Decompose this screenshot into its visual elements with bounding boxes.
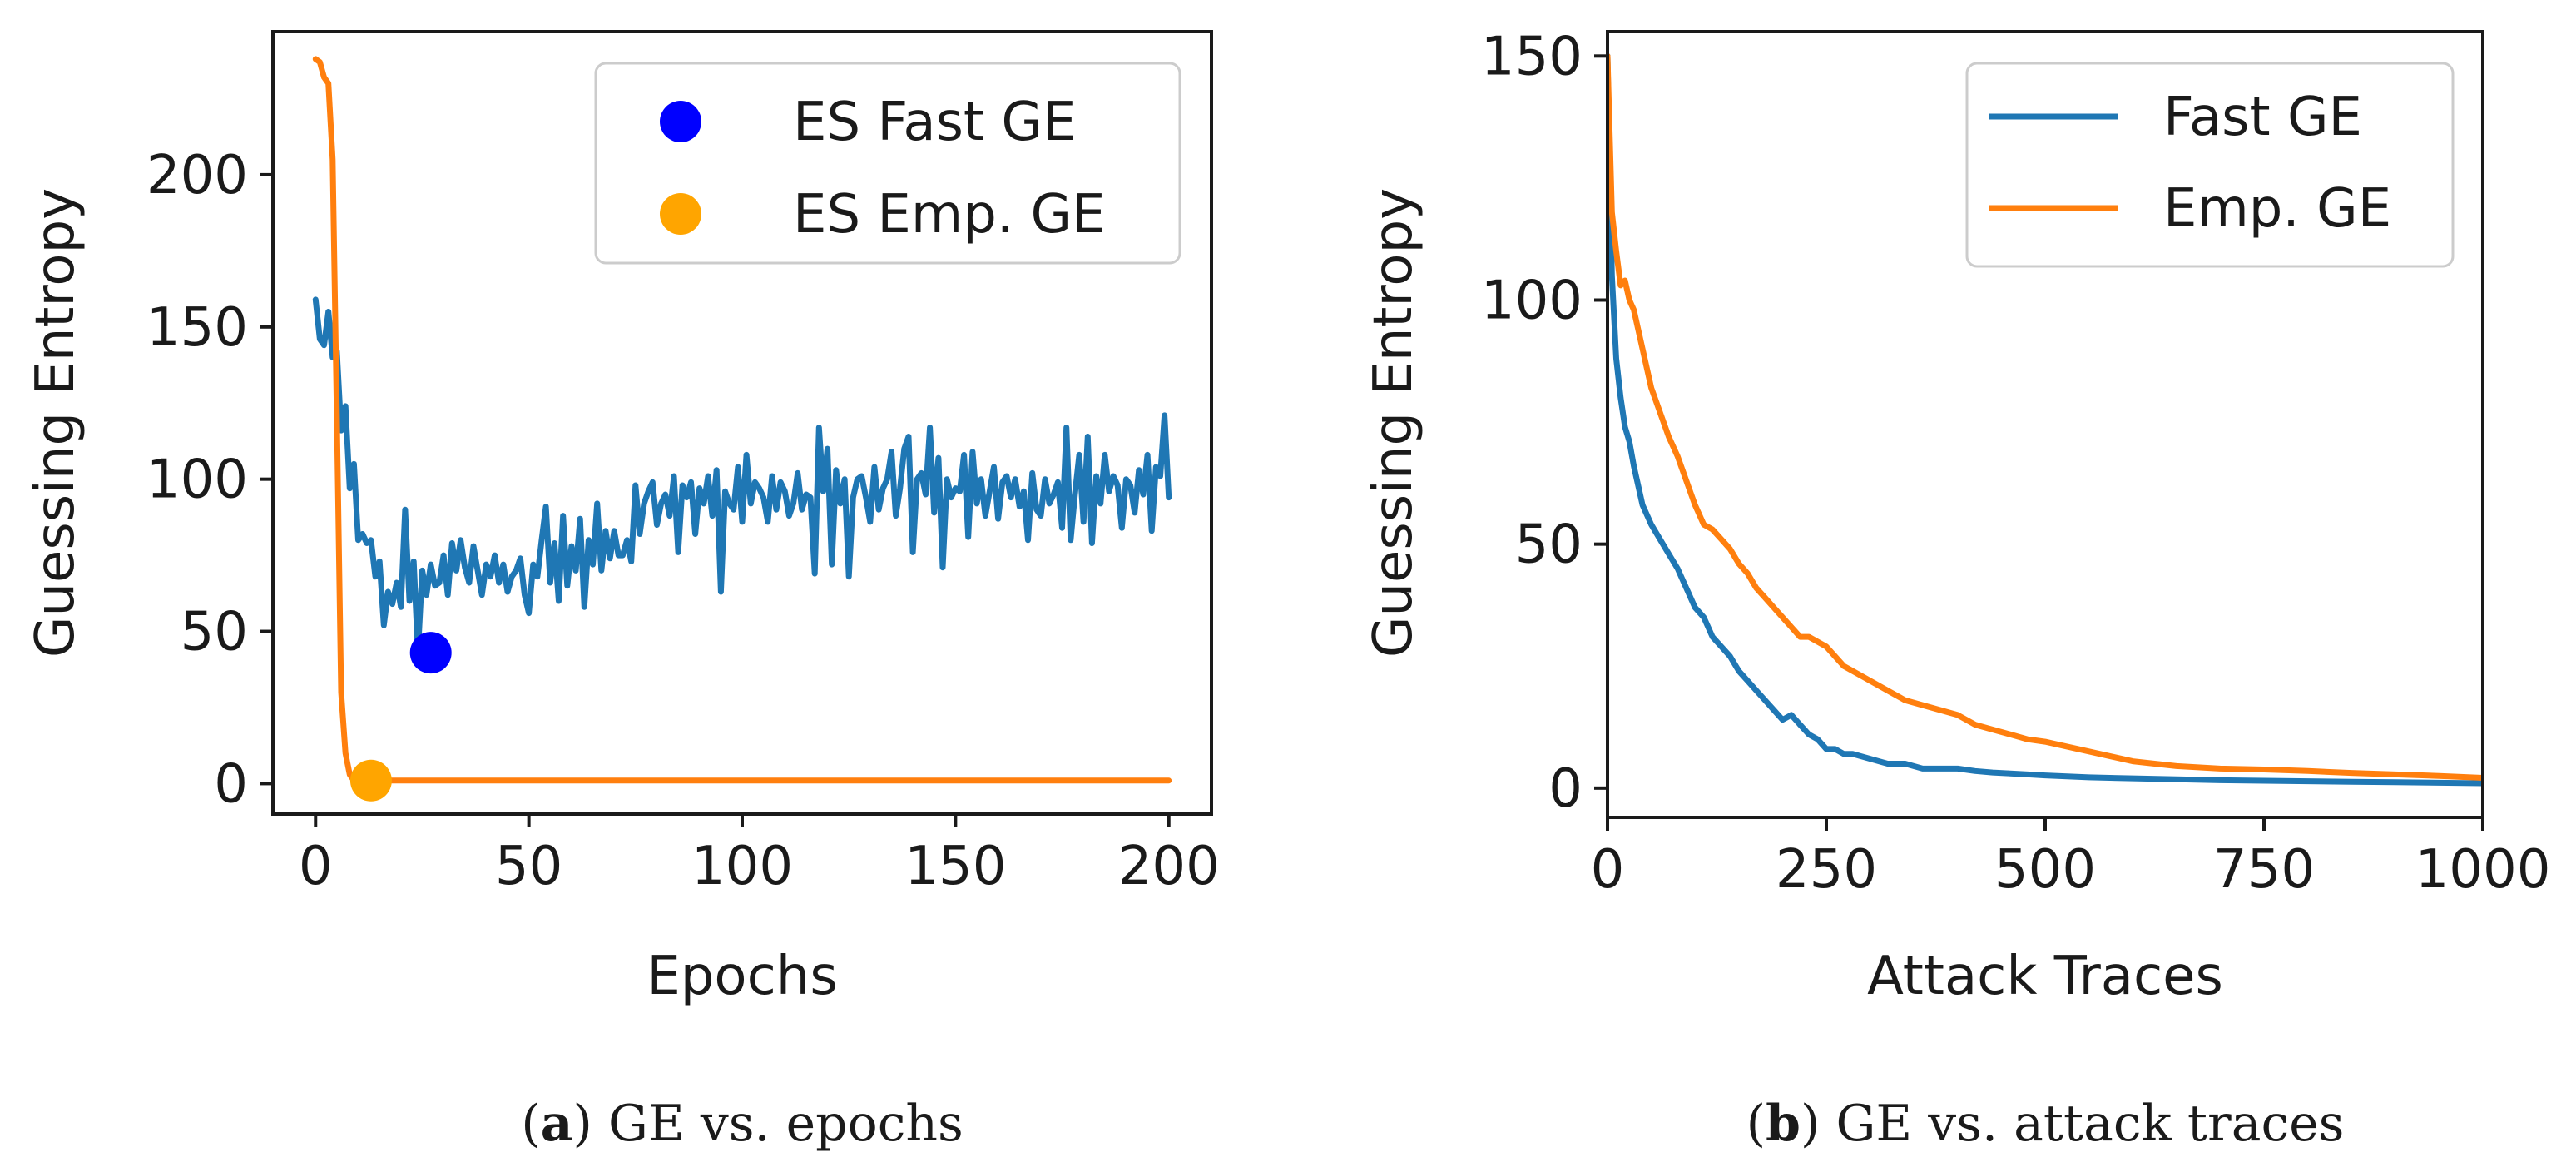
- panel-a-y-axis-label: Guessing Entropy: [25, 188, 87, 658]
- series-line-emp-ge: [1608, 52, 2483, 781]
- panel-b-x-axis-label: Attack Traces: [1867, 946, 2223, 1007]
- panel-a-series-layer: [312, 56, 1172, 784]
- panel-a-caption-open: (: [521, 1095, 540, 1153]
- panel-b-x-ticks: 0 250 500 750 1000: [1591, 817, 2551, 901]
- panel-a: 0 50 100 150 200 0 50 100 150 200 Epochs Guessin…: [25, 30, 1220, 1153]
- x-tick-label: 1000: [2415, 839, 2551, 901]
- panel-b-caption-open: (: [1746, 1095, 1766, 1153]
- series-line-fast-ge: [1608, 52, 2483, 787]
- panel-a-caption-tag: a: [541, 1095, 573, 1153]
- legend-label-emp-ge: Emp. GE: [2163, 178, 2391, 240]
- panel-b-legend: Fast GE Emp. GE: [1965, 62, 2455, 268]
- legend-marker-es-emp-ge: [660, 193, 701, 235]
- panel-b-series-layer: [1608, 52, 2483, 787]
- y-tick-label: 200: [146, 145, 248, 206]
- panel-a-x-ticks: 0 50 100 150 200: [299, 814, 1220, 897]
- panel-b-y-axis-label: Guessing Entropy: [1363, 188, 1424, 658]
- x-tick-label: 50: [495, 836, 562, 897]
- legend-label-es-fast-ge: ES Fast GE: [793, 92, 1076, 153]
- x-tick-label: 250: [1776, 839, 1877, 901]
- panel-b-y-ticks: 0 50 100 150: [1481, 26, 1608, 820]
- y-tick-label: 150: [1481, 26, 1583, 87]
- panel-a-marker-layer: [349, 632, 452, 802]
- panel-a-caption-text: GE vs. epochs: [592, 1095, 964, 1153]
- y-tick-label: 0: [1548, 758, 1583, 820]
- x-tick-label: 200: [1118, 836, 1220, 897]
- marker-es-fast-ge: [409, 632, 452, 674]
- panel-a-legend-box: [594, 62, 1181, 265]
- panel-a-legend: ES Fast GE ES Emp. GE: [594, 62, 1181, 265]
- y-tick-label: 50: [1515, 514, 1583, 576]
- x-tick-label: 100: [691, 836, 793, 897]
- y-tick-label: 100: [146, 449, 248, 511]
- panel-b: 0 250 500 750 1000 0 50 100 150 Attack Traces G…: [1363, 26, 2550, 1153]
- x-tick-label: 150: [904, 836, 1006, 897]
- panel-a-caption-close: ): [573, 1095, 592, 1153]
- panel-a-caption: (a) GE vs. epochs: [521, 1095, 964, 1153]
- panel-b-caption: (b) GE vs. attack traces: [1746, 1095, 2345, 1153]
- panel-b-plot-area: [1608, 52, 2483, 787]
- y-tick-label: 50: [181, 602, 248, 663]
- x-tick-label: 500: [1994, 839, 2096, 901]
- series-line-fast-ge: [312, 296, 1172, 656]
- legend-label-fast-ge: Fast GE: [2163, 87, 2362, 148]
- y-tick-label: 0: [214, 753, 248, 815]
- series-line-emp-ge: [312, 56, 1172, 784]
- legend-marker-es-fast-ge: [660, 101, 701, 142]
- panel-b-caption-close: ): [1801, 1095, 1820, 1153]
- x-tick-label: 0: [299, 836, 333, 897]
- panel-b-caption-text: GE vs. attack traces: [1820, 1095, 2344, 1153]
- y-tick-label: 150: [146, 297, 248, 359]
- panel-a-plot-area: [312, 56, 1172, 802]
- panel-a-y-ticks: 0 50 100 150 200: [146, 145, 273, 815]
- legend-label-es-emp-ge: ES Emp. GE: [793, 184, 1106, 246]
- y-tick-label: 100: [1481, 270, 1583, 331]
- panel-a-x-axis-label: Epochs: [646, 946, 837, 1007]
- x-tick-label: 0: [1591, 839, 1625, 901]
- x-tick-label: 750: [2213, 839, 2315, 901]
- marker-es-emp-ge: [349, 759, 392, 802]
- panel-b-caption-tag: b: [1766, 1095, 1801, 1153]
